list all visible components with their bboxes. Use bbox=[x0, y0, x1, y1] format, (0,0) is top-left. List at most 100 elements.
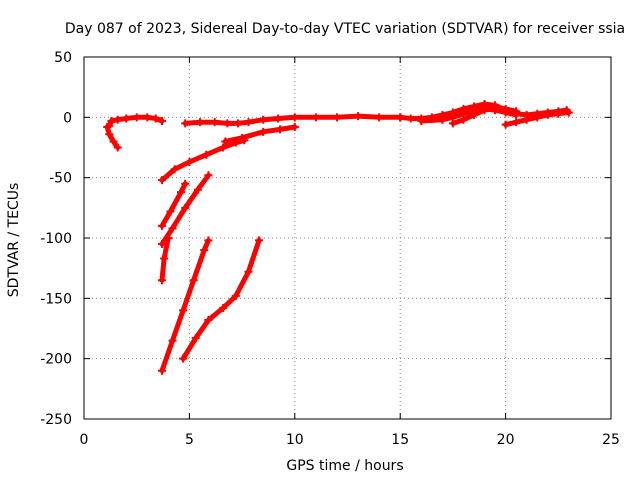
chart-title: Day 087 of 2023, Sidereal Day-to-day VTE… bbox=[65, 21, 625, 37]
data-point bbox=[181, 119, 190, 128]
data-point bbox=[143, 113, 152, 122]
data-point bbox=[170, 165, 179, 174]
data-point bbox=[254, 236, 263, 245]
data-series-line bbox=[159, 137, 247, 183]
data-point bbox=[276, 125, 285, 134]
data-point bbox=[501, 104, 510, 113]
data-point bbox=[204, 236, 213, 245]
data-point bbox=[105, 130, 114, 139]
data-point bbox=[311, 113, 320, 122]
data-point bbox=[176, 188, 185, 197]
data-point bbox=[164, 234, 173, 242]
data-point bbox=[438, 115, 447, 124]
data-point bbox=[354, 112, 363, 121]
data-point bbox=[200, 246, 209, 255]
data-point bbox=[157, 176, 166, 185]
data-point bbox=[168, 336, 177, 345]
data-point bbox=[219, 303, 228, 312]
data-point bbox=[204, 171, 213, 180]
data-point bbox=[244, 118, 253, 127]
y-axis-title: SDTVAR / TECUs bbox=[6, 183, 22, 298]
x-axis-title: GPS time / hours bbox=[286, 458, 403, 474]
data-point bbox=[105, 121, 114, 130]
axis-ticks: 50 0 -50 -100 -150 -200 -250 0 5 10 15 20 25 bbox=[40, 50, 620, 448]
data-point bbox=[113, 143, 122, 152]
data-series-line bbox=[104, 124, 121, 150]
y-tick-label: -100 bbox=[40, 231, 72, 247]
data-point bbox=[533, 113, 542, 122]
y-tick-label: -50 bbox=[49, 171, 72, 187]
data-point bbox=[221, 137, 230, 146]
data-series-line bbox=[222, 124, 298, 144]
data-point bbox=[113, 115, 122, 124]
x-tick-label: 20 bbox=[497, 432, 515, 448]
data-point bbox=[332, 113, 341, 122]
data-point bbox=[480, 106, 489, 115]
data-point bbox=[191, 334, 200, 343]
data-point bbox=[459, 115, 468, 124]
data-point bbox=[107, 116, 116, 125]
data-point bbox=[233, 119, 242, 128]
data-point bbox=[564, 108, 573, 117]
data-point bbox=[244, 267, 253, 276]
data-point bbox=[109, 137, 118, 146]
data-point bbox=[179, 354, 188, 363]
x-tick-label: 25 bbox=[602, 432, 620, 448]
x-tick-label: 15 bbox=[391, 432, 409, 448]
data-point bbox=[157, 116, 166, 125]
data-point bbox=[522, 115, 531, 124]
data-point bbox=[204, 316, 213, 325]
series-layer bbox=[103, 100, 573, 375]
data-point bbox=[157, 276, 166, 285]
x-tick-label: 10 bbox=[286, 432, 304, 448]
data-point bbox=[157, 366, 166, 375]
y-tick-label: -200 bbox=[40, 352, 72, 368]
data-point bbox=[290, 113, 299, 122]
data-point bbox=[554, 109, 563, 118]
data-point bbox=[181, 179, 190, 188]
data-point bbox=[157, 221, 166, 230]
data-point bbox=[417, 116, 426, 125]
data-point bbox=[151, 114, 160, 123]
data-point bbox=[219, 143, 228, 152]
data-point bbox=[512, 107, 521, 116]
x-tick-label: 0 bbox=[80, 432, 89, 448]
data-point bbox=[195, 118, 204, 127]
data-point bbox=[501, 120, 510, 129]
data-point bbox=[185, 157, 194, 166]
data-point bbox=[202, 150, 211, 159]
data-series-line bbox=[180, 237, 262, 362]
data-point bbox=[210, 118, 219, 127]
data-point bbox=[181, 203, 190, 212]
data-point bbox=[469, 110, 478, 119]
data-point bbox=[543, 110, 552, 119]
data-point bbox=[396, 113, 405, 122]
data-point bbox=[223, 119, 232, 128]
data-point bbox=[132, 113, 141, 122]
data-point bbox=[166, 207, 175, 216]
x-tick-label: 5 bbox=[185, 432, 194, 448]
data-point bbox=[231, 291, 240, 300]
data-point bbox=[448, 119, 457, 128]
data-point bbox=[491, 103, 500, 112]
data-point bbox=[193, 185, 202, 194]
data-point bbox=[122, 114, 131, 123]
y-tick-label: -250 bbox=[40, 412, 72, 428]
y-tick-label: -150 bbox=[40, 291, 72, 307]
y-tick-label: 50 bbox=[54, 50, 72, 66]
data-point bbox=[160, 254, 169, 263]
data-point bbox=[290, 122, 299, 131]
data-point bbox=[406, 114, 415, 123]
data-point bbox=[238, 133, 247, 142]
data-point bbox=[512, 118, 521, 127]
data-point bbox=[179, 306, 188, 315]
y-tick-label: 0 bbox=[63, 110, 72, 126]
data-series-line bbox=[159, 181, 188, 229]
data-point bbox=[168, 224, 177, 233]
data-point bbox=[273, 114, 282, 123]
data-point bbox=[259, 127, 268, 136]
data-point bbox=[189, 276, 198, 285]
data-point bbox=[259, 115, 268, 124]
data-point bbox=[375, 113, 384, 122]
